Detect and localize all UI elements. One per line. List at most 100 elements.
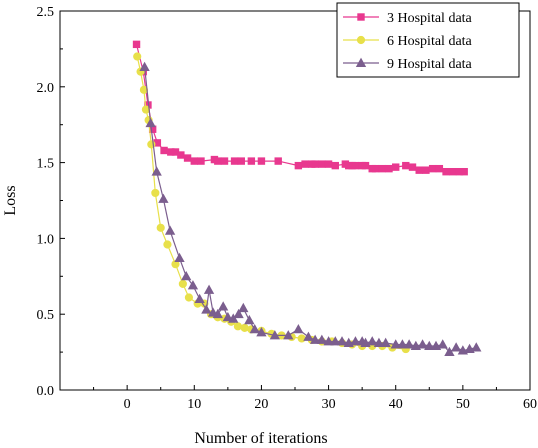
data-point (417, 339, 428, 349)
data-point (160, 146, 168, 155)
data-point (449, 167, 457, 176)
data-point (316, 334, 328, 344)
data-point (184, 293, 194, 302)
data-point (244, 314, 255, 325)
data-point (435, 164, 444, 173)
data-point (371, 164, 380, 173)
data-point (230, 157, 239, 165)
data-point (274, 157, 282, 165)
data-point (133, 52, 142, 61)
data-point (311, 160, 319, 168)
data-point (145, 117, 156, 128)
data-point (330, 336, 341, 346)
data-point (214, 157, 222, 165)
data-point (403, 339, 415, 349)
data-point (378, 164, 386, 173)
data-point (424, 340, 435, 350)
series-9-hospital-data (139, 61, 482, 357)
x-tick-label: 40 (389, 397, 403, 412)
data-point (218, 301, 229, 311)
data-point (187, 280, 199, 290)
data-point (164, 225, 176, 235)
legend-item: 6 Hospital data (343, 34, 473, 49)
y-tick-label: 1.5 (37, 157, 55, 172)
data-point (197, 157, 205, 165)
data-point (415, 166, 423, 174)
data-point (194, 293, 205, 303)
data-point (350, 336, 361, 346)
data-point (156, 223, 165, 232)
y-tick-label: 0.5 (37, 308, 55, 323)
data-point (220, 157, 229, 165)
legend-label: 9 Hospital data (387, 57, 473, 72)
data-point (151, 188, 160, 198)
series-line (136, 56, 406, 350)
axes: 0 10 20 30 40 50 60 0.0 0.5 1.0 1.5 2.0 2.5 Number of… (2, 5, 537, 447)
data-point (283, 330, 294, 340)
x-tick-label: 20 (254, 397, 268, 412)
data-point (471, 342, 482, 352)
data-point (408, 163, 417, 171)
data-point (460, 167, 468, 176)
x-axis-label: Number of iterations (194, 430, 327, 447)
data-point (318, 160, 326, 168)
data-point (402, 161, 410, 170)
data-point (228, 313, 239, 323)
legend-item: 9 Hospital data (343, 57, 473, 72)
legend-marker (355, 57, 367, 67)
y-axis-label: Loss (2, 185, 19, 215)
x-tick-label: 50 (456, 397, 470, 412)
data-point (428, 164, 437, 173)
data-point (201, 304, 212, 314)
data-point (303, 331, 314, 341)
data-point (392, 163, 400, 171)
x-tick-label: 60 (523, 397, 537, 412)
data-point (442, 167, 450, 176)
y-tick-label: 2.0 (37, 81, 55, 96)
data-point (233, 308, 244, 319)
data-point (450, 342, 462, 352)
data-point (351, 161, 360, 170)
data-point (163, 240, 172, 249)
data-point (247, 157, 256, 165)
data-point (269, 330, 281, 340)
data-point (385, 164, 393, 173)
series-6-hospital-data (133, 52, 410, 354)
data-point (151, 166, 162, 176)
data-point (380, 337, 391, 347)
data-point (238, 302, 249, 313)
data-point (190, 157, 198, 165)
legend-marker (357, 13, 365, 21)
series-3-hospital-data (132, 40, 468, 176)
data-point (336, 336, 348, 346)
data-point (390, 339, 401, 349)
data-point (212, 308, 223, 319)
data-point (132, 40, 141, 49)
legend-label: 6 Hospital data (387, 34, 473, 49)
data-point (237, 157, 245, 165)
data-point (181, 270, 192, 281)
data-point (301, 160, 309, 168)
data-point (183, 154, 192, 162)
x-tick-label: 10 (187, 397, 201, 412)
data-point (233, 322, 243, 331)
series-line (144, 67, 477, 353)
x-tick-label: 0 (124, 397, 131, 412)
data-point (324, 160, 333, 168)
y-tick-label: 2.5 (37, 5, 55, 20)
data-point (240, 323, 249, 332)
data-point (177, 151, 185, 159)
data-point (444, 346, 455, 357)
data-point (222, 311, 234, 322)
data-point (297, 334, 306, 343)
legend-label: 3 Hospital data (387, 11, 473, 26)
data-point (422, 166, 430, 174)
data-point (323, 336, 334, 346)
data-point (309, 334, 321, 344)
data-point (174, 252, 185, 263)
legend: 3 Hospital data 6 Hospital data 9 Hospital… (336, 2, 520, 78)
data-point (293, 324, 304, 334)
data-point (178, 279, 187, 288)
data-point (203, 284, 215, 294)
series-layer (132, 40, 482, 357)
